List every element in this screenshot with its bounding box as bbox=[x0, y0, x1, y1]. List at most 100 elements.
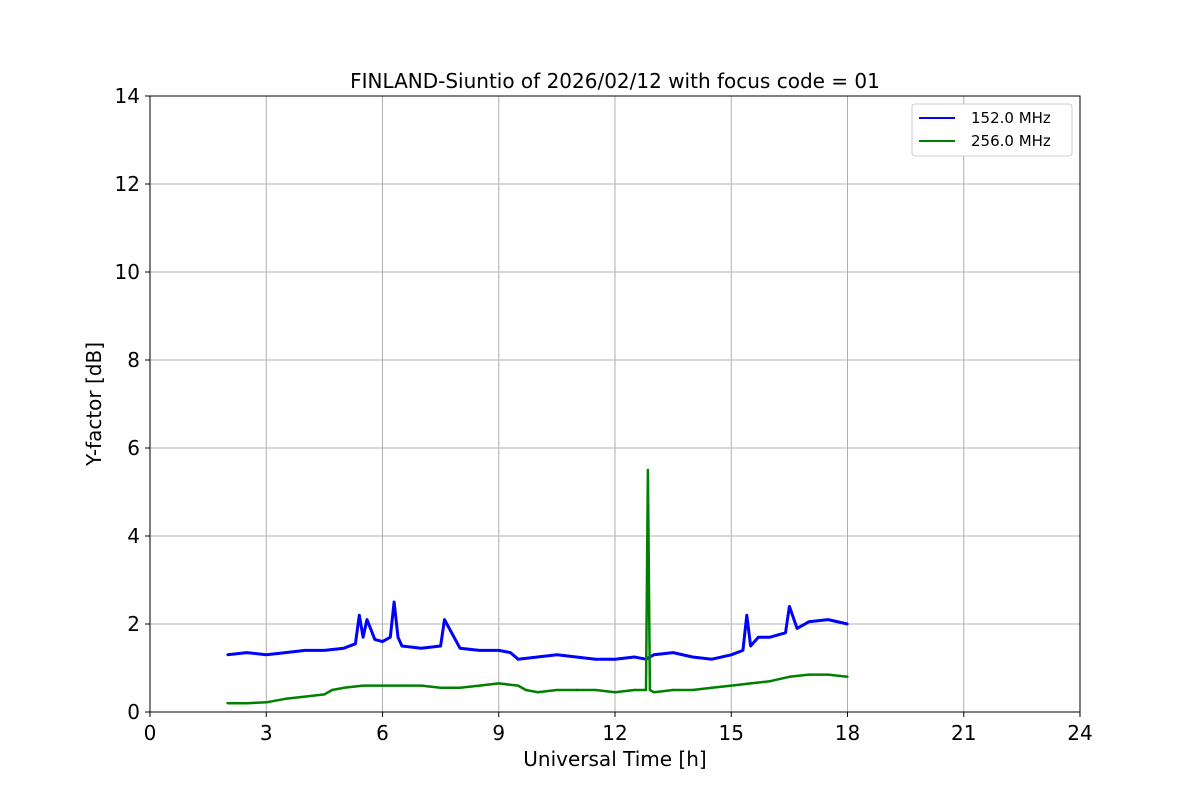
series-point-152-0-mhz bbox=[303, 649, 307, 652]
series-point-152-0-mhz bbox=[555, 653, 559, 656]
series-point-256-0-mhz bbox=[226, 702, 229, 705]
series-point-152-0-mhz bbox=[497, 649, 500, 652]
series-point-256-0-mhz bbox=[613, 691, 617, 694]
series-point-152-0-mhz bbox=[420, 647, 423, 650]
series-point-152-0-mhz bbox=[354, 642, 357, 645]
series-point-152-0-mhz bbox=[757, 636, 760, 639]
series-point-256-0-mhz bbox=[788, 675, 791, 678]
series-point-256-0-mhz bbox=[730, 684, 733, 687]
series-point-152-0-mhz bbox=[226, 653, 229, 656]
series-point-152-0-mhz bbox=[478, 649, 481, 652]
series-point-256-0-mhz bbox=[644, 688, 648, 692]
x-tick-label: 21 bbox=[951, 721, 976, 745]
series-point-256-0-mhz bbox=[768, 680, 772, 683]
series-point-256-0-mhz bbox=[524, 688, 528, 692]
series-point-256-0-mhz bbox=[400, 684, 404, 687]
series-point-256-0-mhz bbox=[826, 673, 830, 676]
series-point-256-0-mhz bbox=[284, 697, 287, 700]
legend-label: 256.0 MHz bbox=[971, 132, 1051, 150]
series-point-152-0-mhz bbox=[284, 651, 287, 654]
series-point-152-0-mhz bbox=[516, 658, 520, 661]
legend-label: 152.0 MHz bbox=[971, 109, 1051, 127]
x-axis-label: Universal Time [h] bbox=[523, 747, 706, 771]
series-point-152-0-mhz bbox=[400, 644, 404, 648]
series-point-256-0-mhz bbox=[749, 682, 752, 685]
x-tick-label: 12 bbox=[602, 721, 627, 745]
series-point-256-0-mhz bbox=[361, 684, 365, 687]
series-point-256-0-mhz bbox=[710, 686, 714, 689]
series-point-256-0-mhz bbox=[633, 688, 636, 692]
series-point-152-0-mhz bbox=[575, 655, 578, 659]
series-point-152-0-mhz bbox=[443, 618, 446, 621]
series-point-256-0-mhz bbox=[265, 701, 268, 704]
series-point-256-0-mhz bbox=[648, 688, 652, 692]
series-point-256-0-mhz bbox=[652, 691, 655, 694]
series-point-152-0-mhz bbox=[846, 622, 849, 626]
series-point-152-0-mhz bbox=[710, 658, 714, 661]
series-point-256-0-mhz bbox=[330, 688, 334, 692]
y-tick-label: 10 bbox=[115, 260, 140, 284]
series-point-152-0-mhz bbox=[392, 600, 396, 604]
series-point-152-0-mhz bbox=[365, 618, 369, 621]
series-point-256-0-mhz bbox=[323, 693, 326, 696]
y-tick-label: 12 bbox=[115, 172, 140, 196]
series-point-256-0-mhz bbox=[594, 688, 597, 692]
series-point-256-0-mhz bbox=[555, 688, 559, 692]
series-point-152-0-mhz bbox=[594, 658, 597, 661]
x-tick-label: 3 bbox=[260, 721, 273, 745]
y-tick-label: 14 bbox=[115, 84, 140, 108]
series-point-256-0-mhz bbox=[497, 682, 500, 685]
chart-title: FINLAND-Siuntio of 2026/02/12 with focus… bbox=[350, 69, 880, 93]
series-point-152-0-mhz bbox=[536, 655, 539, 659]
series-point-152-0-mhz bbox=[613, 658, 617, 661]
series-point-152-0-mhz bbox=[358, 614, 361, 617]
series-point-152-0-mhz bbox=[396, 636, 400, 639]
series-point-152-0-mhz bbox=[373, 638, 376, 641]
y-tick-label: 4 bbox=[127, 524, 140, 548]
series-line-256-0-mhz bbox=[227, 468, 848, 705]
y-tick-label: 2 bbox=[127, 612, 140, 636]
series-point-152-0-mhz bbox=[741, 649, 745, 652]
series-point-256-0-mhz bbox=[245, 702, 249, 705]
series-point-152-0-mhz bbox=[691, 655, 694, 659]
y-tick-label: 6 bbox=[127, 436, 140, 460]
series-point-152-0-mhz bbox=[768, 636, 772, 639]
series-point-152-0-mhz bbox=[439, 644, 442, 648]
series-point-256-0-mhz bbox=[807, 673, 810, 676]
series-point-152-0-mhz bbox=[323, 649, 326, 652]
series-point-256-0-mhz bbox=[458, 686, 462, 689]
series-point-152-0-mhz bbox=[784, 631, 787, 634]
x-tick-label: 24 bbox=[1067, 721, 1092, 745]
series-point-152-0-mhz bbox=[381, 640, 384, 643]
series-point-256-0-mhz bbox=[575, 688, 578, 692]
series-point-256-0-mhz bbox=[671, 688, 675, 692]
y-tick-label: 8 bbox=[127, 348, 140, 372]
series-point-256-0-mhz bbox=[846, 675, 849, 678]
series-point-152-0-mhz bbox=[745, 614, 748, 617]
series-point-256-0-mhz bbox=[381, 684, 384, 687]
x-tick-label: 9 bbox=[492, 721, 505, 745]
series-point-256-0-mhz bbox=[516, 684, 520, 687]
legend: 152.0 MHz 256.0 MHz bbox=[911, 103, 1073, 157]
series-point-256-0-mhz bbox=[536, 691, 539, 694]
series-point-256-0-mhz bbox=[439, 686, 442, 689]
series-point-256-0-mhz bbox=[303, 695, 307, 698]
series-point-152-0-mhz bbox=[633, 655, 636, 659]
series-point-152-0-mhz bbox=[826, 618, 830, 621]
series-point-152-0-mhz bbox=[652, 653, 655, 656]
series-point-152-0-mhz bbox=[265, 653, 268, 656]
series-point-152-0-mhz bbox=[245, 651, 249, 654]
series-layer bbox=[226, 468, 849, 705]
x-tick-label: 0 bbox=[144, 721, 157, 745]
series-point-152-0-mhz bbox=[788, 605, 791, 608]
series-point-152-0-mhz bbox=[730, 653, 733, 656]
series-point-256-0-mhz bbox=[646, 468, 650, 472]
series-point-152-0-mhz bbox=[749, 644, 752, 648]
series-point-152-0-mhz bbox=[795, 627, 799, 630]
x-tick-label: 18 bbox=[835, 721, 860, 745]
series-point-152-0-mhz bbox=[509, 651, 512, 654]
x-tick-label: 15 bbox=[719, 721, 744, 745]
